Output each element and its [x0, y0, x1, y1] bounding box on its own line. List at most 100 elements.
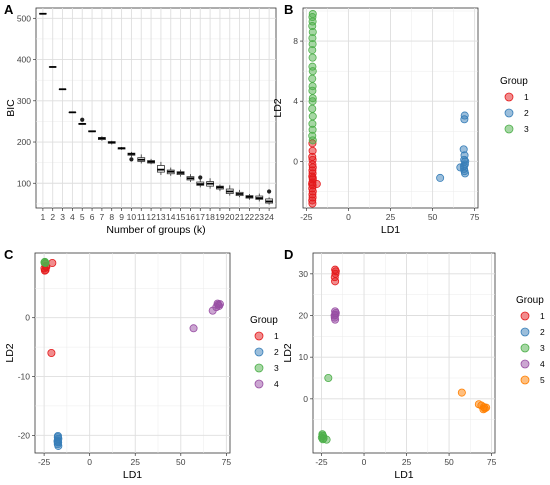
point-group-3 [322, 435, 331, 444]
tick-label-x: 1 [41, 212, 46, 222]
tick-label-x: 21 [235, 212, 245, 222]
tick-label-x: 23 [255, 212, 265, 222]
scatter-points [308, 10, 470, 208]
tick-label-x: 5 [80, 212, 85, 222]
legend-label-2: 2 [540, 327, 545, 337]
legend-key-1 [520, 311, 530, 321]
tick-label-y: 0 [303, 394, 308, 404]
legend-key-5 [520, 375, 530, 385]
legend-key-4 [254, 379, 264, 389]
legend-key-1 [254, 331, 264, 341]
box-k18 [206, 178, 214, 189]
tick-label-x: 19 [215, 212, 225, 222]
point-group-5 [457, 388, 466, 397]
point-group-3 [308, 97, 317, 106]
legend-key-3 [520, 343, 530, 353]
box-k24 [265, 189, 274, 205]
tick-label-x: 16 [186, 212, 196, 222]
tick-label-x: 10 [127, 212, 137, 222]
plot-panel [34, 252, 231, 454]
panel-c: -25 0 25 50 75 -20 -10 0 LD1 LD2 [4, 252, 231, 481]
point-group-4 [215, 300, 224, 309]
legend-key-2 [504, 108, 514, 118]
y-axis-title: LD2 [282, 343, 294, 362]
x-axis-title: LD1 [394, 469, 413, 481]
point-group-2 [460, 111, 469, 120]
tick-label-x: 2 [50, 212, 55, 222]
gridlines [313, 253, 495, 453]
box-k15 [176, 169, 185, 177]
tick-label-y: 20 [299, 311, 309, 321]
box-k12 [147, 158, 155, 165]
tick-label-y: 0 [25, 313, 30, 323]
point-group-2 [436, 173, 445, 182]
tick-label-x: 0 [87, 457, 92, 467]
panel-letter-a: A [4, 2, 14, 17]
legend-label-4: 4 [274, 379, 279, 389]
legend-label-4: 4 [540, 359, 545, 369]
legend-label-3: 3 [524, 124, 529, 134]
series-group-4 [189, 299, 224, 333]
legend-label-1: 1 [274, 331, 279, 341]
tick-label-y: 200 [17, 137, 31, 147]
gridlines [35, 253, 230, 453]
series-group-4 [330, 307, 340, 324]
plot-panel [312, 252, 496, 454]
box-k17 [196, 175, 205, 188]
series-group-1 [308, 139, 321, 208]
tick-label-y: 0 [293, 156, 298, 166]
legend-key-3 [504, 124, 514, 134]
legend-label-5: 5 [540, 375, 545, 385]
point-group-2 [460, 167, 469, 176]
box-k23 [255, 193, 264, 202]
plot-panel [35, 7, 277, 209]
tick-label-y: 100 [17, 178, 31, 188]
scatter-points [40, 257, 224, 450]
legend-title: Group [500, 76, 528, 87]
tick-label-x: 0 [362, 457, 367, 467]
legend-label-2: 2 [524, 108, 529, 118]
point-group-3 [308, 67, 317, 76]
box-k10 [127, 151, 136, 162]
y-axis-title: LD2 [4, 343, 16, 362]
tick-label-y: 8 [293, 36, 298, 46]
tick-label-y: 10 [299, 352, 309, 362]
tick-label-x: 17 [196, 212, 206, 222]
legend-key-2 [520, 327, 530, 337]
box-outlier [129, 157, 134, 162]
tick-label-x: 25 [402, 457, 412, 467]
tick-label-x: -25 [38, 457, 51, 467]
tick-label-x: 20 [225, 212, 235, 222]
legend-label-1: 1 [524, 92, 529, 102]
series-group-3 [40, 257, 50, 267]
box-k11 [137, 154, 146, 164]
tick-label-x: 9 [119, 212, 124, 222]
legend-key-4 [520, 359, 530, 369]
tick-label-x: 25 [386, 212, 396, 222]
box-k22 [245, 193, 254, 200]
tick-label-x: 75 [470, 212, 480, 222]
point-group-3 [40, 257, 49, 266]
box-k16 [186, 174, 195, 183]
box-k20 [225, 185, 234, 196]
legend-key-3 [254, 363, 264, 373]
tick-label-x: 50 [444, 457, 454, 467]
legend-c: Group 1 2 3 4 [250, 315, 279, 389]
box-outlier [80, 117, 85, 122]
tick-label-x: 25 [130, 457, 140, 467]
legend-d: Group 1 2 3 4 5 [516, 295, 545, 385]
tick-label-x: -25 [300, 212, 313, 222]
box-k19 [216, 184, 224, 192]
panel-letter-b: B [284, 2, 293, 17]
tick-label-x: 8 [109, 212, 114, 222]
tick-label-x: 18 [205, 212, 215, 222]
panel-letter-d: D [284, 247, 293, 262]
series-group-2 [436, 111, 470, 182]
box-k5 [78, 117, 87, 125]
tick-label-y: 500 [17, 13, 31, 23]
point-group-1 [47, 348, 56, 357]
tick-label-x: 14 [166, 212, 176, 222]
legend-title: Group [516, 295, 544, 306]
series-group-3 [317, 373, 333, 444]
